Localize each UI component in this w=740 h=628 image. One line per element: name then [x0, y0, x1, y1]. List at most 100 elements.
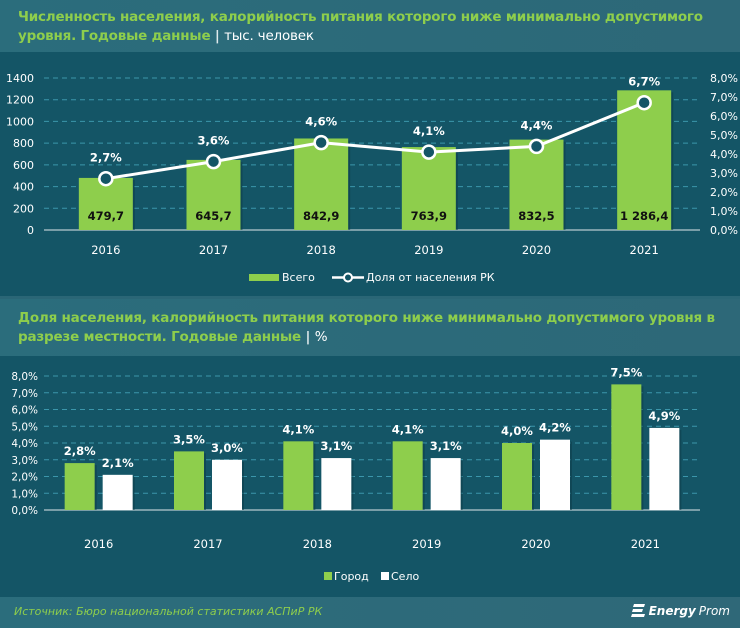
y-tick-label: 8,0% — [11, 371, 38, 383]
bar-city — [174, 451, 204, 510]
y-right-tick-label: 0,0% — [710, 224, 738, 237]
bar-total — [294, 138, 349, 230]
x-tick-label: 2020 — [521, 537, 550, 551]
bar-village — [102, 474, 133, 510]
y-right-tick-label: 5,0% — [710, 129, 738, 142]
line-share — [105, 101, 645, 181]
legend-label-total: Всего — [282, 271, 315, 284]
line-value-label: 4,6% — [305, 115, 337, 129]
footer: Источник: Бюро национальной статистики А… — [0, 597, 740, 628]
legend-swatch-total — [249, 274, 279, 281]
x-tick-label: 2016 — [91, 243, 120, 257]
x-tick-label: 2020 — [522, 243, 551, 257]
bar-total — [78, 177, 133, 230]
bar-city — [64, 463, 95, 510]
legend-marker-share — [343, 272, 353, 283]
bar-total — [401, 147, 456, 230]
x-tick-label: 2021 — [631, 537, 660, 551]
bar-value-label: 7,5% — [610, 365, 642, 379]
x-tick-label: 2018 — [307, 243, 336, 257]
y-tick-label: 2,0% — [11, 472, 38, 484]
title-separator: | — [305, 329, 311, 345]
y-right-tick-label: 1,0% — [710, 205, 738, 218]
line-point — [636, 94, 652, 111]
legend-label-city: Город — [334, 570, 369, 583]
bar-value-label: 4,2% — [539, 421, 571, 435]
y-left-tick-label: 200 — [13, 202, 34, 215]
y-tick-label: 1,0% — [11, 488, 38, 500]
x-tick-label: 2017 — [193, 537, 222, 551]
y-left-tick-label: 1200 — [6, 94, 34, 107]
y-tick-label: 7,0% — [11, 388, 38, 400]
bar-village — [540, 439, 570, 510]
x-tick-label: 2018 — [303, 537, 332, 551]
section-divider — [0, 296, 740, 299]
energyprom-logo: Energy Prom — [630, 603, 730, 619]
y-tick-label: 3,0% — [11, 455, 38, 467]
bar-value-label: 3,0% — [211, 441, 243, 455]
legend-label-share: Доля от населения РК — [366, 271, 495, 284]
line-value-label: 2,7% — [90, 151, 122, 165]
bar-village — [321, 458, 352, 510]
bar-value-label: 832,5 — [518, 209, 554, 223]
bar-value-label: 2,8% — [64, 444, 96, 458]
bar-city — [283, 441, 314, 510]
logo-text-energy: Energy — [648, 604, 696, 618]
y-right-tick-label: 2,0% — [710, 186, 738, 199]
bar-value-label: 1 286,4 — [620, 209, 668, 223]
line-value-label: 3,6% — [198, 134, 230, 148]
bar-value-label: 4,1% — [392, 422, 424, 436]
chart1-unit: тыс. человек — [224, 28, 314, 44]
y-left-tick-label: 1000 — [6, 115, 34, 128]
bar-village — [430, 458, 461, 510]
chart2-title-text: Доля населения, калорийность питания кот… — [18, 310, 715, 345]
chart1-title: Численность населения, калорийность пита… — [18, 8, 722, 46]
x-tick-label: 2019 — [414, 243, 443, 257]
y-left-tick-label: 800 — [13, 137, 34, 150]
bar-village — [212, 459, 242, 510]
x-tick-label: 2016 — [84, 537, 113, 551]
bar-value-label: 4,1% — [282, 422, 314, 436]
chart1-title-text: Численность населения, калорийность пита… — [18, 9, 703, 44]
energyprom-logo-icon — [630, 604, 645, 617]
bar-value-label: 4,0% — [501, 424, 533, 438]
chart2-header: Доля населения, калорийность питания кот… — [0, 299, 740, 356]
line-value-label: 4,4% — [521, 118, 553, 132]
x-tick-label: 2019 — [412, 537, 441, 551]
bar-value-label: 842,9 — [303, 209, 339, 223]
bar-city — [502, 443, 532, 510]
bar-total — [186, 159, 241, 230]
y-left-tick-label: 400 — [13, 181, 34, 194]
y-tick-label: 4,0% — [11, 438, 38, 450]
line-point — [421, 144, 437, 160]
chart2-title: Доля населения, калорийность питания кот… — [18, 309, 722, 347]
y-tick-label: 6,0% — [11, 405, 38, 417]
line-point — [528, 138, 545, 155]
x-tick-label: 2017 — [199, 243, 228, 257]
chart1-population: 0 200 400 600 800 1000 1200 1400 0,0% 1,0% 2,0% 3,0… — [6, 72, 738, 284]
bar-total — [509, 139, 564, 230]
bar-value-label: 479,7 — [88, 209, 124, 223]
y-right-tick-label: 3,0% — [710, 167, 738, 180]
legend-swatch-city — [324, 572, 332, 580]
legend-swatch-village — [381, 572, 389, 580]
bar-value-label: 3,5% — [173, 432, 205, 446]
y-tick-label: 5,0% — [11, 421, 38, 433]
chart2-unit: % — [314, 329, 328, 345]
y-right-tick-label: 7,0% — [710, 91, 738, 104]
y-right-tick-label: 6,0% — [710, 110, 738, 123]
x-tick-label: 2021 — [630, 243, 659, 257]
bar-village — [649, 427, 680, 510]
legend-label-village: Село — [391, 570, 419, 583]
bar-value-label: 763,9 — [411, 209, 447, 223]
bar-value-label: 645,7 — [195, 209, 231, 223]
bar-city — [611, 384, 642, 510]
y-right-tick-label: 8,0% — [710, 72, 738, 85]
y-right-tick-label: 4,0% — [710, 148, 738, 161]
y-tick-label: 0,0% — [11, 505, 38, 517]
bar-value-label: 3,1% — [320, 439, 352, 453]
logo-text-prom: Prom — [698, 604, 730, 618]
line-point — [205, 153, 222, 170]
y-left-tick-label: 0 — [27, 224, 34, 237]
y-left-tick-label: 1400 — [6, 72, 34, 85]
